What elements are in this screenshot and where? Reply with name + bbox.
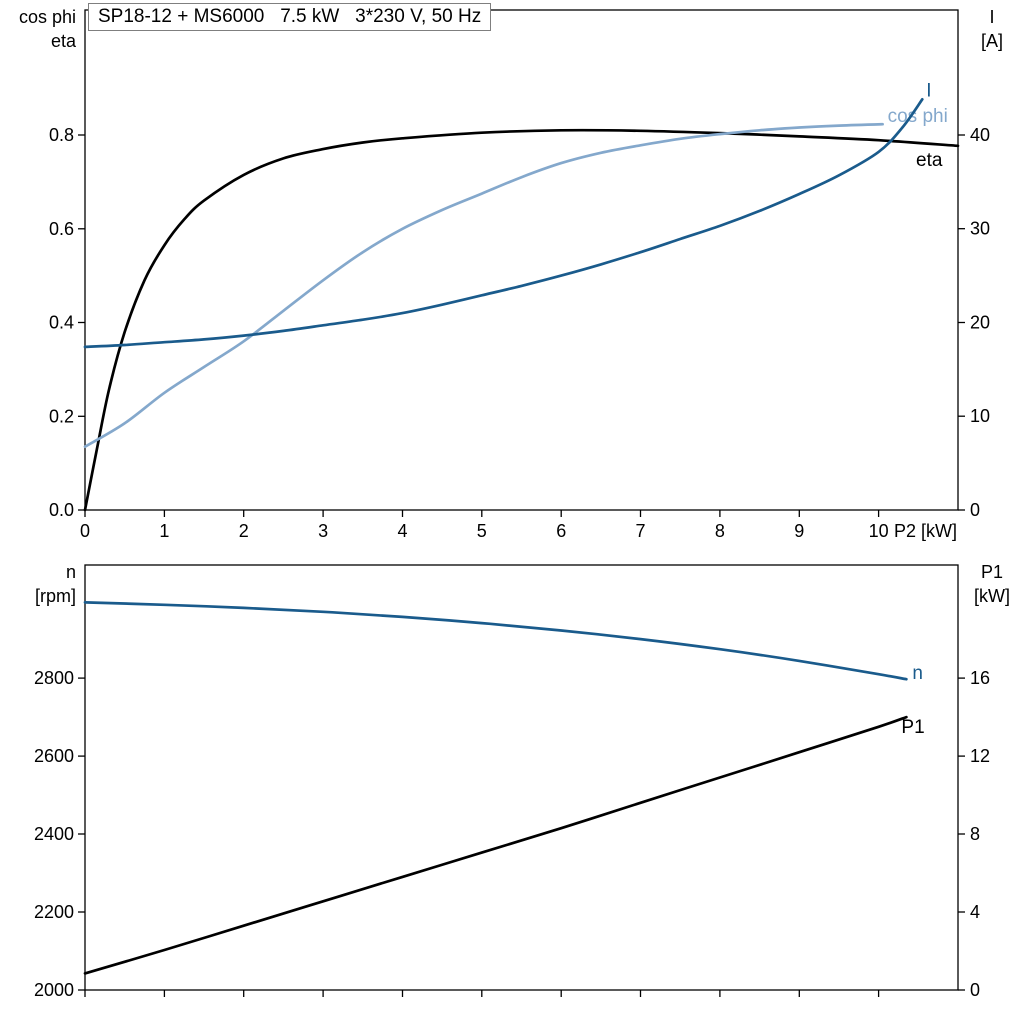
right-axis-tick-label: 12 <box>970 746 990 766</box>
x-axis-tick-label: 8 <box>715 521 725 541</box>
right-axis-tick-label: 30 <box>970 219 990 239</box>
x-axis-tick-label: 6 <box>556 521 566 541</box>
right-axis-tick-label: 8 <box>970 824 980 844</box>
left-axis-tick-label: 0.6 <box>49 219 74 239</box>
x-axis-tick-label: 9 <box>794 521 804 541</box>
chart-title-box: SP18-12 + MS6000 7.5 kW 3*230 V, 50 Hz <box>88 3 492 31</box>
series-label-eta: eta <box>916 150 943 171</box>
series-label-n: n <box>912 663 923 684</box>
left-axis-title: cos phi <box>19 7 76 27</box>
series-label-I: I <box>926 80 931 101</box>
series-label-cos_phi: cos phi <box>888 106 948 127</box>
left-axis-tick-label: 0.4 <box>49 313 74 333</box>
series-curve-n <box>83 601 908 681</box>
left-axis-title: [rpm] <box>35 586 76 606</box>
series-curve-cos_phi <box>83 122 884 449</box>
left-axis-tick-label: 0.0 <box>49 500 74 520</box>
left-axis-tick-label: 2200 <box>34 902 74 922</box>
left-axis-tick-label: 2000 <box>34 980 74 1000</box>
x-axis-tick-label: 2 <box>239 521 249 541</box>
x-axis-tick-label: 3 <box>318 521 328 541</box>
right-axis-title: [kW] <box>974 586 1010 606</box>
series-curve-I <box>83 97 924 349</box>
left-axis-tick-label: 2800 <box>34 668 74 688</box>
x-axis-title: P2 [kW] <box>894 521 957 541</box>
right-axis-tick-label: 20 <box>970 313 990 333</box>
left-axis-tick-label: 2600 <box>34 746 74 766</box>
x-axis-tick-label: 10 <box>869 521 889 541</box>
x-axis-tick-label: 0 <box>80 521 90 541</box>
plot-frame <box>84 9 959 511</box>
series-label-P1: P1 <box>901 717 924 738</box>
x-axis-tick-label: 7 <box>635 521 645 541</box>
left-axis-tick-label: 2400 <box>34 824 74 844</box>
series-curve-eta <box>83 128 960 512</box>
right-axis-title: P1 <box>981 562 1003 582</box>
right-axis-tick-label: 16 <box>970 668 990 688</box>
left-axis-tick-label: 0.2 <box>49 406 74 426</box>
series-curve-P1 <box>83 715 908 975</box>
right-axis-title: I <box>989 7 994 27</box>
right-axis-title: [A] <box>981 31 1003 51</box>
right-axis-tick-label: 10 <box>970 406 990 426</box>
right-axis-tick-label: 0 <box>970 500 980 520</box>
right-axis-tick-label: 40 <box>970 125 990 145</box>
right-axis-tick-label: 0 <box>970 980 980 1000</box>
x-axis-tick-label: 1 <box>159 521 169 541</box>
x-axis-tick-label: 5 <box>477 521 487 541</box>
x-axis-tick-label: 4 <box>397 521 407 541</box>
right-axis-tick-label: 4 <box>970 902 980 922</box>
left-axis-title: eta <box>51 31 77 51</box>
plot-frame <box>84 564 959 991</box>
left-axis-tick-label: 0.8 <box>49 125 74 145</box>
left-axis-title: n <box>66 562 76 582</box>
